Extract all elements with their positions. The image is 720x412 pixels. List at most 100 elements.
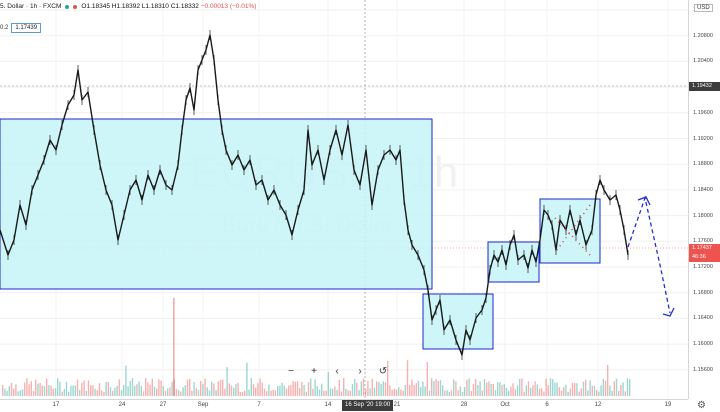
volume-bar xyxy=(536,384,538,396)
volume-bar xyxy=(83,380,85,396)
volume-bar xyxy=(244,390,246,396)
chart-area[interactable]: EURUSD, 1h Euro / U.S. Dollar 5. Dollar … xyxy=(0,0,688,399)
arrow-head-up xyxy=(637,196,651,206)
volume-bar xyxy=(521,378,523,396)
volume-bar xyxy=(380,384,382,396)
volume-bar xyxy=(189,378,191,396)
volume-bar xyxy=(371,378,373,396)
volume-bar xyxy=(576,383,578,396)
volume-bar xyxy=(472,383,475,396)
volume-bar xyxy=(259,378,261,396)
low-value: L1.18310 xyxy=(141,3,169,10)
time-tick: 6 xyxy=(545,402,549,408)
volume-bar xyxy=(530,387,532,396)
volume-bar xyxy=(81,382,83,396)
volume-bar xyxy=(208,390,211,396)
symbol-title[interactable]: 5. Dollar · 1h · FXCM xyxy=(0,3,62,10)
price-chart[interactable] xyxy=(0,0,688,399)
volume-bar xyxy=(448,392,450,396)
volume-bar xyxy=(37,383,39,396)
volume-bar xyxy=(4,388,6,396)
scroll-left-button[interactable]: ‹ xyxy=(335,366,339,377)
volume-bar xyxy=(118,379,120,396)
volume-bar xyxy=(87,380,90,396)
volume-bar xyxy=(224,388,226,396)
volume-bar xyxy=(347,390,349,396)
volume-bar xyxy=(514,389,516,396)
volume-bar xyxy=(138,381,140,396)
volume-bar xyxy=(538,388,541,396)
volume-bar xyxy=(178,390,180,396)
volume-bar xyxy=(613,381,615,396)
price-tick: 1.17600 xyxy=(693,238,713,245)
zoom-in-button[interactable]: + xyxy=(311,366,317,377)
volume-bar xyxy=(604,380,607,396)
price-axis[interactable]: 1.212001.208001.204001.200001.196001.192… xyxy=(688,0,720,399)
volume-bar xyxy=(301,381,303,396)
volume-bar xyxy=(136,384,138,396)
volume-bar xyxy=(263,388,266,396)
volume-bar xyxy=(406,360,409,396)
volume-bar xyxy=(389,385,391,396)
volume-bar xyxy=(68,391,70,396)
volume-bar xyxy=(609,385,611,396)
volume-bar xyxy=(193,381,195,396)
gear-icon[interactable]: ⚙ xyxy=(697,400,706,411)
volume-bar xyxy=(48,385,50,396)
volume-bar xyxy=(477,384,479,396)
rectangle-drawings xyxy=(0,118,601,350)
volume-bar xyxy=(46,378,48,396)
price-tick: 1.17200 xyxy=(693,264,713,270)
volume-bar xyxy=(457,390,459,396)
volume-bar xyxy=(615,378,618,396)
volume-bar xyxy=(131,378,134,396)
volume-bar xyxy=(279,385,281,396)
bar-countdown-label: 46:36 xyxy=(689,253,720,262)
rectangle-drawing xyxy=(487,241,540,283)
volume-bar xyxy=(15,384,17,396)
volume-bar xyxy=(395,389,398,396)
volume-bar xyxy=(510,386,512,396)
volume-bar xyxy=(2,385,4,396)
arrow-head-down xyxy=(662,307,675,317)
volume-bar xyxy=(404,384,406,396)
currency-selector[interactable]: USD xyxy=(694,4,713,12)
zoom-out-button[interactable]: − xyxy=(288,366,294,377)
price-tick: 1.18800 xyxy=(693,161,713,168)
scroll-right-button[interactable]: › xyxy=(358,366,362,377)
volume-bar xyxy=(290,385,292,396)
chart-nav-controls: − + ‹ › ↺ xyxy=(285,366,389,377)
alert-status-icon xyxy=(73,4,78,9)
symbol-header: 5. Dollar · 1h · FXCM O1.18345 H1.18392 … xyxy=(0,3,256,10)
volume-bar xyxy=(90,385,92,396)
volume-bar xyxy=(294,381,296,396)
volume-bar xyxy=(39,382,41,396)
indicator-value-field[interactable]: 1.17439 xyxy=(11,23,42,33)
volume-bar xyxy=(197,389,200,396)
reset-chart-button[interactable]: ↺ xyxy=(378,366,388,377)
volume-bar xyxy=(378,382,380,396)
price-tick: 1.19600 xyxy=(693,109,713,116)
volume-bar xyxy=(50,385,52,396)
volume-bar xyxy=(24,382,26,396)
volume-bar xyxy=(431,378,433,396)
volume-bar xyxy=(547,385,549,396)
volume-bar xyxy=(556,382,558,396)
volume-bar xyxy=(307,382,310,396)
volume-bar xyxy=(52,388,54,396)
volume-bar xyxy=(28,384,30,396)
volume-bar xyxy=(585,379,587,396)
volume-bar xyxy=(312,388,314,396)
volume-bar xyxy=(123,385,125,396)
volume-bar xyxy=(43,386,46,396)
volume-bar xyxy=(574,383,576,396)
drawing-annotations xyxy=(554,195,675,317)
selected-time-label: 16 Sep '20 19:00 xyxy=(342,400,394,411)
volume-bar xyxy=(600,385,602,396)
volume-bar xyxy=(505,387,508,396)
volume-bar xyxy=(365,389,367,396)
x-marker-line xyxy=(554,217,591,256)
volume-bar xyxy=(92,385,94,396)
volume-bar xyxy=(593,386,596,396)
volume-bar xyxy=(59,381,61,396)
